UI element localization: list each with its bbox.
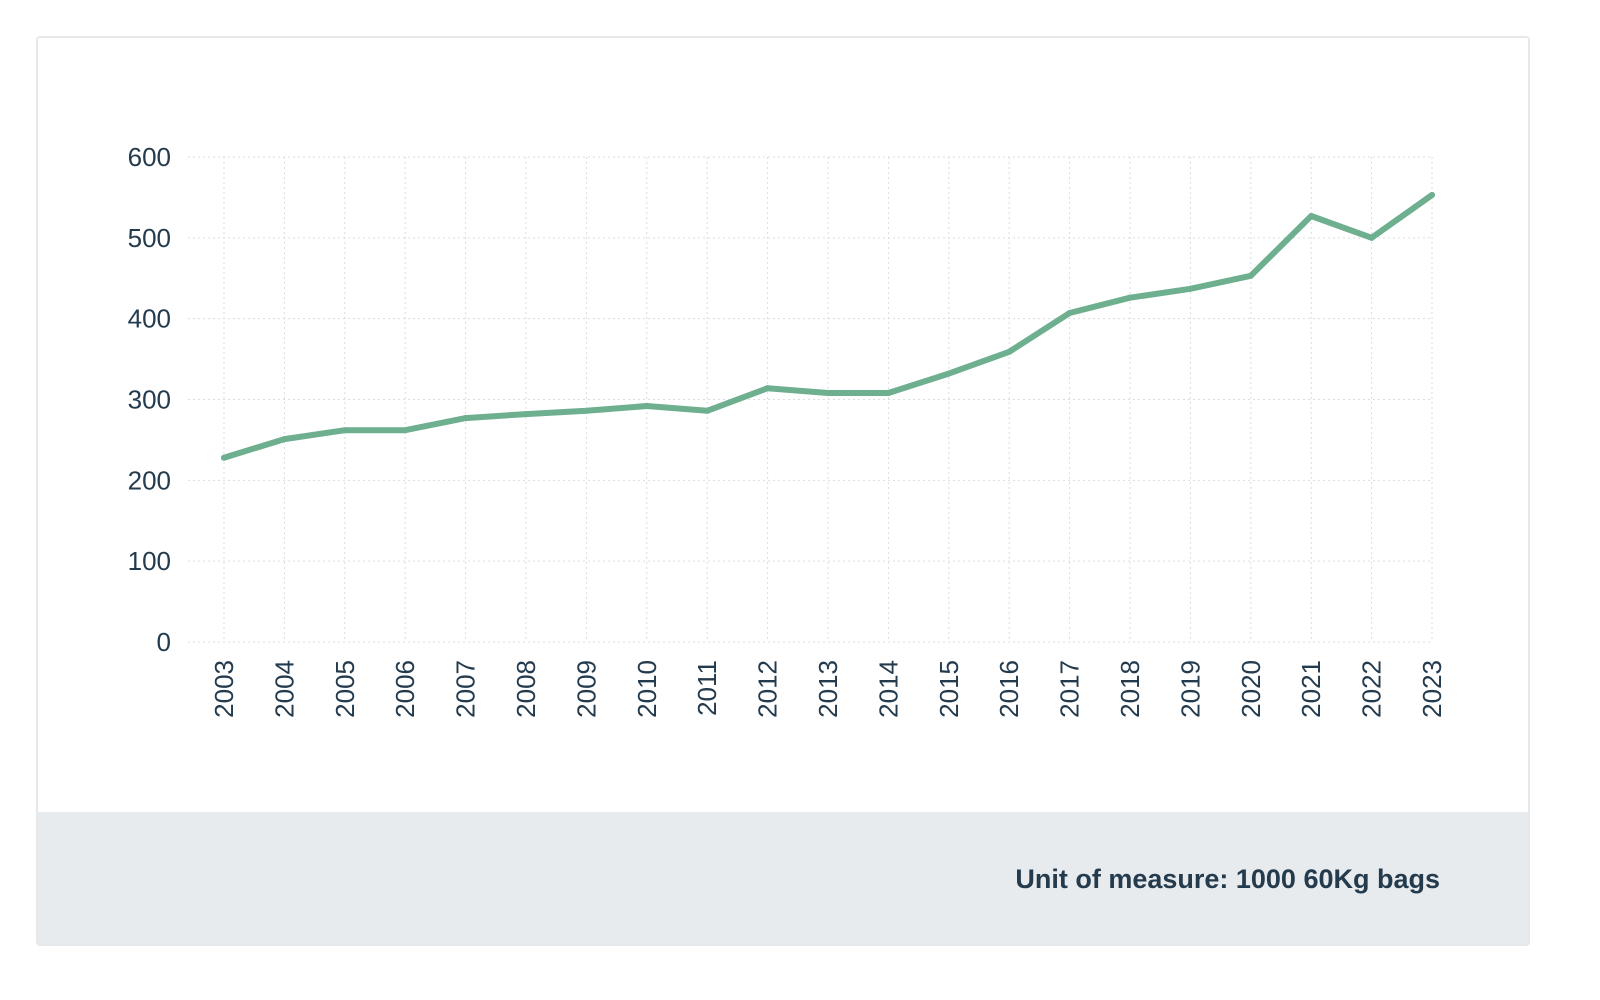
data-point[interactable] xyxy=(1308,213,1315,220)
y-tick-label: 600 xyxy=(128,142,171,172)
y-tick-label: 300 xyxy=(128,385,171,415)
y-tick-label: 500 xyxy=(128,223,171,253)
y-tick-label: 200 xyxy=(128,465,171,495)
x-tick-label: 2016 xyxy=(994,660,1024,718)
data-point[interactable] xyxy=(764,385,771,392)
x-tick-label: 2004 xyxy=(269,660,299,718)
line-chart: 0 100 200 300 400 500 600 2003 2004 2005 2006 2007… xyxy=(128,142,1447,718)
x-tick-label: 2017 xyxy=(1055,660,1085,718)
x-tick-label: 2023 xyxy=(1417,660,1447,718)
x-tick-label: 2021 xyxy=(1296,660,1326,718)
y-tick-label: 100 xyxy=(128,546,171,576)
x-axis-ticks: 2003 2004 2005 2006 2007 2008 2009 2010 2011 2012… xyxy=(209,660,1447,718)
data-point[interactable] xyxy=(825,390,831,397)
chart-footer: Unit of measure: 1000 60Kg bags xyxy=(38,812,1528,944)
x-tick-label: 2008 xyxy=(511,660,541,718)
x-tick-label: 2007 xyxy=(451,660,481,718)
x-tick-label: 2003 xyxy=(209,660,239,718)
unit-of-measure-label: Unit of measure: 1000 60Kg bags xyxy=(1015,864,1440,894)
data-point[interactable] xyxy=(1187,285,1194,292)
x-tick-label: 2009 xyxy=(571,660,601,718)
x-tick-label: 2012 xyxy=(753,660,783,718)
x-tick-label: 2013 xyxy=(813,660,843,718)
data-point[interactable] xyxy=(523,411,529,418)
data-point[interactable] xyxy=(583,407,590,414)
x-tick-label: 2022 xyxy=(1357,660,1387,718)
x-tick-label: 2020 xyxy=(1236,660,1266,718)
data-point[interactable] xyxy=(1368,234,1375,241)
data-point[interactable] xyxy=(1247,272,1254,279)
data-point[interactable] xyxy=(1066,310,1073,317)
y-tick-label: 400 xyxy=(128,304,171,334)
data-point[interactable] xyxy=(402,427,409,434)
series-line xyxy=(221,191,1435,461)
data-point[interactable] xyxy=(1006,348,1013,355)
chart-card: 0 100 200 300 400 500 600 2003 2004 2005 2006 2007… xyxy=(36,36,1530,946)
data-point[interactable] xyxy=(885,390,892,397)
data-point[interactable] xyxy=(704,407,711,414)
x-tick-label: 2019 xyxy=(1175,660,1205,718)
data-point[interactable] xyxy=(462,415,469,422)
x-tick-label: 2015 xyxy=(934,660,964,718)
data-point[interactable] xyxy=(281,436,288,443)
y-axis-ticks: 0 100 200 300 400 500 600 xyxy=(128,142,171,657)
y-tick-label: 0 xyxy=(157,627,171,657)
x-tick-label: 2014 xyxy=(873,660,903,718)
x-tick-label: 2011 xyxy=(692,660,722,716)
grid-lines xyxy=(188,156,1433,643)
x-tick-label: 2006 xyxy=(390,660,420,718)
data-point[interactable] xyxy=(1127,294,1133,301)
chart-area: 0 100 200 300 400 500 600 2003 2004 2005 2006 2007… xyxy=(38,38,1528,812)
data-point[interactable] xyxy=(643,402,650,409)
data-point[interactable] xyxy=(221,454,227,461)
x-tick-label: 2005 xyxy=(330,660,360,718)
data-point[interactable] xyxy=(1429,191,1435,198)
data-point[interactable] xyxy=(945,370,952,377)
data-point[interactable] xyxy=(341,427,348,434)
x-tick-label: 2010 xyxy=(632,660,662,718)
x-tick-label: 2018 xyxy=(1115,660,1145,718)
